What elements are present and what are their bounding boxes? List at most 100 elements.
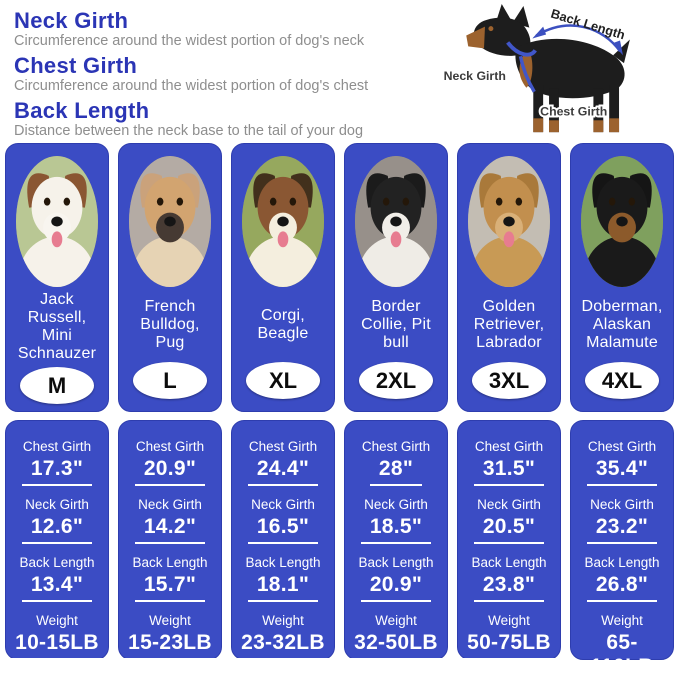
measure-value: 35.4" (586, 456, 658, 486)
neck-girth-row: Neck Girth 16.5" (247, 491, 319, 544)
definition-term: Back Length (14, 98, 150, 123)
breed-names: Border Collie, Pit bull (361, 297, 431, 351)
measurements-card: Chest Girth 24.4" Neck Girth 16.5" Back … (231, 420, 335, 660)
measure-value: 65-110LB (571, 630, 673, 684)
measure-label: Back Length (471, 555, 547, 570)
measurement-definitions: Neck Girth Circumference around the wide… (14, 8, 434, 143)
measurements-card: Chest Girth 35.4" Neck Girth 23.2" Back … (570, 420, 674, 684)
chest-girth-row: Chest Girth 17.3" (21, 433, 93, 486)
size-label: 3XL (488, 367, 530, 393)
definition-description: Circumference around the widest portion … (14, 78, 369, 94)
measure-label: Back Length (584, 555, 660, 570)
dog-harness-size-chart: Neck Girth Circumference around the wide… (0, 4, 679, 684)
definition-description: Distance between the neck base to the ta… (14, 123, 364, 139)
measure-value: 20.9" (360, 572, 432, 602)
back-length-label: Back Length (549, 6, 627, 43)
breed-names: French Bulldog, Pug (140, 297, 200, 351)
back-length-row: Back Length 26.8" (584, 549, 660, 602)
size-badge: L (133, 362, 207, 399)
measure-value: 20.9" (134, 456, 206, 486)
breed-card: French Bulldog, Pug L (118, 143, 222, 412)
chest-girth-row: Chest Girth 24.4" (247, 433, 319, 486)
measure-label: Chest Girth (474, 439, 544, 454)
size-label: XL (268, 367, 298, 393)
chest-girth-row: Chest Girth 28" (362, 433, 430, 486)
size-column-l: French Bulldog, Pug L Chest Girth 20.9" … (118, 143, 222, 660)
harness-straps (506, 41, 537, 93)
definition-back-length: Back Length Distance between the neck ba… (14, 98, 434, 140)
dog-photo (129, 156, 211, 287)
weight-row: Weight 50-75LB (458, 607, 560, 660)
measure-label: Neck Girth (138, 497, 202, 512)
measure-label: Weight (262, 613, 304, 628)
dog-photo (468, 156, 550, 287)
weight-row: Weight 23-32LB (232, 607, 334, 660)
measure-value: 10-15LB (6, 630, 108, 660)
back-length-row: Back Length 20.9" (358, 549, 434, 602)
dog-portrait-icon (16, 156, 98, 287)
measure-label: Weight (601, 613, 643, 628)
measurements-card: Chest Girth 28" Neck Girth 18.5" Back Le… (344, 420, 448, 660)
measure-label: Back Length (19, 555, 95, 570)
weight-row: Weight 32-50LB (345, 607, 447, 660)
measure-label: Back Length (132, 555, 208, 570)
measure-value: 28" (369, 456, 423, 486)
dog-portrait-icon (129, 156, 211, 287)
breed-names: Corgi, Beagle (257, 306, 309, 342)
size-column-2xl: Border Collie, Pit bull 2XL Chest Girth … (344, 143, 448, 660)
measurements-card: Chest Girth 31.5" Neck Girth 20.5" Back … (457, 420, 561, 660)
breed-card: Jack Russell, Mini Schnauzer M (5, 143, 109, 412)
measure-value: 31.5" (473, 456, 545, 486)
breed-names: Golden Retriever, Labrador (473, 297, 545, 351)
definition-term: Neck Girth (14, 8, 129, 33)
back-length-row: Back Length 15.7" (132, 549, 208, 602)
neck-girth-row: Neck Girth 14.2" (134, 491, 206, 544)
dog-photo (581, 156, 663, 287)
chest-girth-row: Chest Girth 31.5" (473, 433, 545, 486)
size-column-m: Jack Russell, Mini Schnauzer M Chest Gir… (5, 143, 109, 660)
measure-label: Weight (149, 613, 191, 628)
size-badge: M (20, 367, 94, 404)
size-column-xl: Corgi, Beagle XL Chest Girth 24.4" Neck … (231, 143, 335, 660)
measure-value: 20.5" (473, 514, 545, 544)
neck-girth-row: Neck Girth 12.6" (21, 491, 93, 544)
size-badge: 3XL (472, 362, 546, 399)
neck-girth-row: Neck Girth 18.5" (360, 491, 432, 544)
measure-label: Weight (488, 613, 530, 628)
measure-value: 23.8" (473, 572, 545, 602)
breed-names: Jack Russell, Mini Schnauzer (17, 291, 97, 362)
dog-diagram-svg: Back Length Neck Girth Chest Girth (444, 4, 630, 133)
measure-label: Neck Girth (477, 497, 541, 512)
breed-card: Doberman, Alaskan Malamute 4XL (570, 143, 674, 412)
measure-value: 50-75LB (458, 630, 560, 660)
measure-label: Chest Girth (587, 439, 657, 454)
size-label: M (47, 372, 67, 398)
measure-value: 23-32LB (232, 630, 334, 660)
dog-measurement-diagram: Back Length Neck Girth Chest Girth (429, 4, 677, 142)
definition-term: Chest Girth (14, 53, 138, 78)
neck-girth-label: Neck Girth (444, 69, 506, 83)
measure-value: 26.8" (586, 572, 658, 602)
dog-portrait-icon (468, 156, 550, 287)
dog-photo (242, 156, 324, 287)
measure-label: Chest Girth (22, 439, 92, 454)
definition-neck-girth: Neck Girth Circumference around the wide… (14, 8, 434, 50)
measure-value: 18.5" (360, 514, 432, 544)
measure-value: 15.7" (134, 572, 206, 602)
measure-value: 18.1" (247, 572, 319, 602)
dog-photo (355, 156, 437, 287)
chest-girth-label: Chest Girth (540, 104, 607, 118)
header: Neck Girth Circumference around the wide… (0, 4, 679, 142)
breed-card: Border Collie, Pit bull 2XL (344, 143, 448, 412)
dog-portrait-icon (581, 156, 663, 287)
back-length-row: Back Length 18.1" (245, 549, 321, 602)
breed-card: Corgi, Beagle XL (231, 143, 335, 412)
measure-label: Neck Girth (251, 497, 315, 512)
size-label: L (163, 367, 177, 393)
dog-portrait-icon (355, 156, 437, 287)
definition-description: Circumference around the widest portion … (14, 33, 365, 49)
back-length-row: Back Length 13.4" (19, 549, 95, 602)
chest-girth-row: Chest Girth 35.4" (586, 433, 658, 486)
measurements-card: Chest Girth 20.9" Neck Girth 14.2" Back … (118, 420, 222, 660)
dog-portrait-icon (242, 156, 324, 287)
